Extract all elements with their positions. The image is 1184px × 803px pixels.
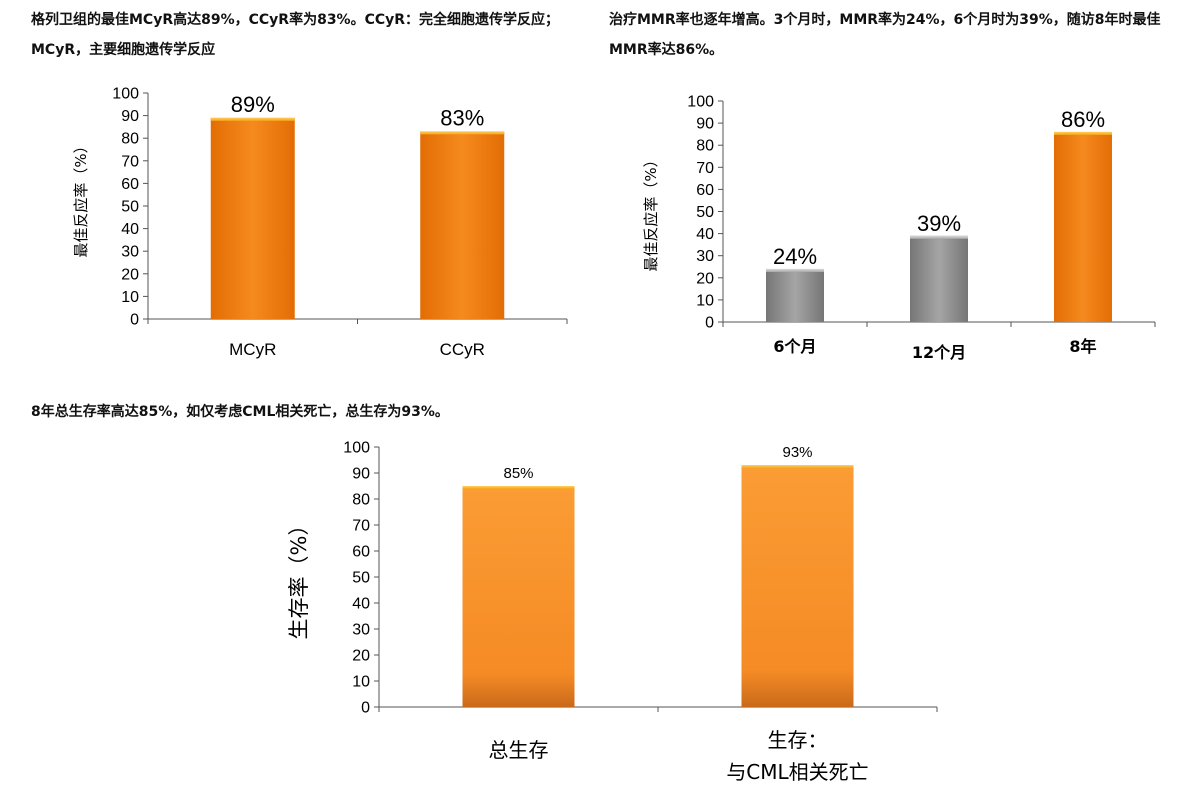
chart2-caption: 治疗MMR率也逐年增高。3个月时，MMR率为24%，6个月时为39%，随访8年时… — [609, 12, 1161, 58]
chart2-y-tick-label: 10 — [696, 292, 714, 309]
chart2-category-label: 8年 — [1069, 337, 1096, 356]
chart2-y-tick-label: 60 — [696, 182, 714, 199]
chart1-data-label: 83% — [440, 105, 484, 130]
chart3-category-label: 总生存 — [489, 738, 549, 762]
chart2-bar — [1054, 131, 1112, 322]
chart2-y-tick-label: 50 — [696, 204, 714, 221]
chart1-caption: 格列卫组的最佳MCyR高达89%，CCyR率为83%。CCyR：完全细胞遗传学反… — [31, 12, 560, 58]
chart3-y-tick-label: 30 — [352, 622, 370, 639]
chart2-y-tick-label: 20 — [696, 270, 714, 287]
chart1-bar — [210, 117, 295, 319]
chart1-y-tick-label: 30 — [121, 244, 139, 261]
chart1-y-tick-label: 70 — [121, 153, 139, 170]
chart2-data-label: 86% — [1061, 107, 1105, 132]
chart2-data-label: 24% — [773, 244, 817, 269]
chart2-bar-top — [766, 268, 824, 272]
chart3-bar — [462, 486, 575, 707]
chart1-y-tick-label: 60 — [121, 176, 139, 193]
chart2-y-axis-label: 最佳反应率（%） — [642, 152, 660, 271]
chart1-data-label: 89% — [231, 92, 275, 117]
chart3-bar-top — [462, 486, 575, 489]
chart1-bar — [420, 131, 505, 319]
chart3-y-tick-label: 20 — [352, 648, 370, 665]
chart2-bar-top — [1054, 131, 1112, 135]
chart3-y-tick-label: 70 — [352, 518, 370, 535]
chart3-category-label: 与CML相关死亡 — [726, 760, 868, 784]
chart1-category-label: MCyR — [229, 340, 276, 359]
chart3-y-tick-label: 80 — [352, 492, 370, 509]
chart3-caption: 8年总生存率高达85%，如仅考虑CML相关死亡，总生存为93%。 — [31, 404, 449, 420]
chart3-bar — [741, 465, 854, 707]
chart3-y-tick-label: 50 — [352, 570, 370, 587]
chart1-y-tick-label: 0 — [130, 312, 139, 329]
chart1-y-tick-label: 50 — [121, 199, 139, 216]
chart2-data-label: 39% — [917, 211, 961, 236]
chart1-y-tick-label: 20 — [121, 266, 139, 283]
chart1-y-axis-label: 最佳反应率（%） — [72, 138, 90, 257]
chart2-y-tick-label: 90 — [696, 116, 714, 133]
chart1-bar-top — [420, 131, 505, 135]
chart3-bar-top — [741, 465, 854, 469]
chart3-y-tick-label: 10 — [352, 674, 370, 691]
chart3-y-tick-label: 60 — [352, 544, 370, 561]
chart3-y-tick-label: 40 — [352, 596, 370, 613]
chart2-category-label: 12个月 — [912, 343, 966, 362]
chart2-y-tick-label: 80 — [696, 138, 714, 155]
chart1-y-tick-label: 90 — [121, 108, 139, 125]
chart3-y-tick-label: 90 — [352, 466, 370, 483]
chart1-y-tick-label: 80 — [121, 131, 139, 148]
chart2-bar-top — [910, 235, 968, 239]
chart2-y-tick-label: 30 — [696, 248, 714, 265]
chart1-y-tick-label: 10 — [121, 289, 139, 306]
chart1-category-label: CCyR — [440, 340, 485, 359]
chart3-y-tick-label: 100 — [343, 440, 370, 457]
chart1-y-tick-label: 40 — [121, 221, 139, 238]
chart3-data-label: 93% — [782, 444, 812, 461]
chart3-y-axis-label: 生存率（%） — [287, 515, 311, 640]
chart2-y-tick-label: 100 — [687, 94, 714, 111]
chart3-y-tick-label: 0 — [361, 700, 370, 717]
chart3-category-label: 生存： — [768, 728, 828, 752]
chart2-y-tick-label: 0 — [705, 315, 714, 332]
chart1-y-tick-label: 100 — [112, 86, 139, 103]
chart2-bar — [766, 268, 824, 322]
chart2-bar — [910, 235, 968, 322]
chart2-y-tick-label: 40 — [696, 226, 714, 243]
chart1-bar-top — [210, 117, 295, 121]
chart2-category-label: 6个月 — [773, 337, 816, 356]
chart3-data-label: 85% — [503, 465, 533, 482]
chart2-y-tick-label: 70 — [696, 160, 714, 177]
